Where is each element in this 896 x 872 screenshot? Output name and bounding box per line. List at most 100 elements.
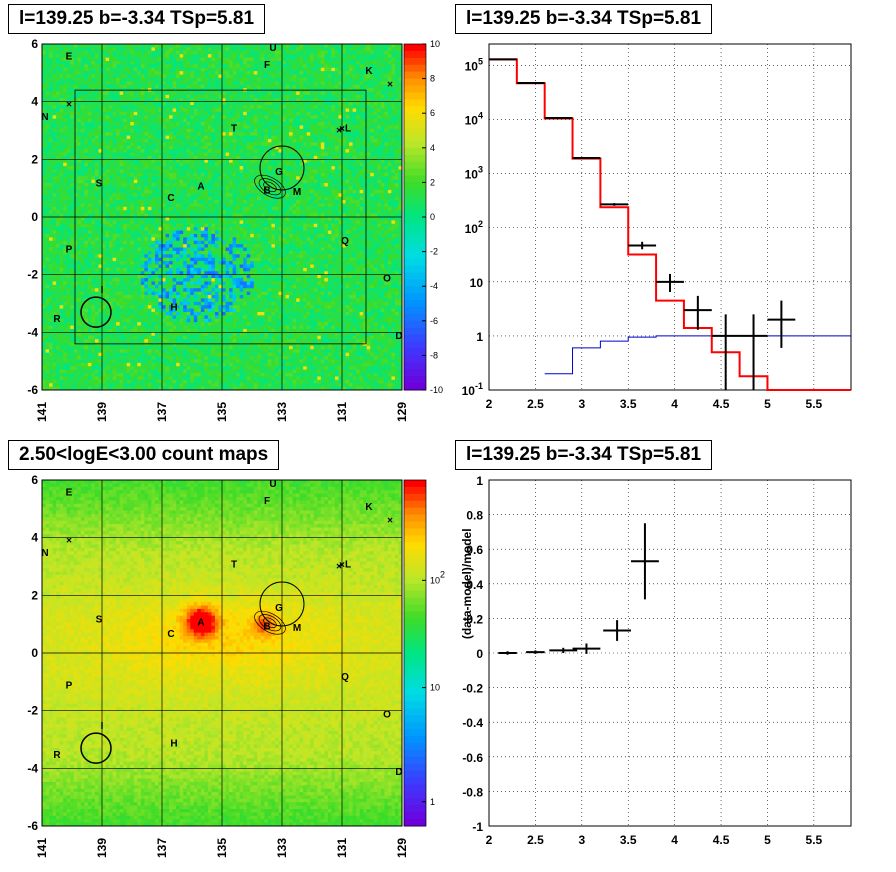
map-pixel: [49, 77, 53, 82]
map-pixel: [359, 57, 364, 62]
map-pixel: [289, 54, 293, 58]
map-pixel: [310, 203, 315, 208]
map-pixel: [391, 135, 396, 140]
map-pixel: [116, 98, 121, 103]
map-pixel: [377, 166, 382, 170]
map-pixel: [87, 98, 92, 103]
map-pixel: [222, 108, 226, 113]
map-pixel: [264, 94, 269, 99]
map-pixel: [193, 138, 198, 143]
map-pixel: [116, 128, 121, 133]
map-pixel: [331, 193, 336, 198]
map-pixel: [282, 152, 286, 157]
map-pixel: [257, 111, 262, 116]
map-pixel: [289, 115, 293, 120]
map-pixel: [324, 54, 329, 58]
map-pixel: [384, 50, 389, 55]
map-pixel: [274, 50, 279, 55]
map-pixel: [147, 176, 152, 181]
map-pixel: [179, 125, 184, 130]
map-pixel: [267, 169, 272, 174]
map-pixel: [331, 142, 336, 147]
map-pixel: [84, 125, 89, 130]
map-pixel: [176, 111, 181, 116]
map-pixel: [356, 172, 361, 177]
map-pixel: [109, 122, 113, 126]
map-pixel: [87, 44, 92, 48]
map-pixel: [102, 135, 106, 140]
map-pixel: [398, 47, 403, 52]
map-pixel: [45, 206, 50, 211]
map-pixel: [109, 91, 113, 96]
map-pixel: [119, 111, 124, 116]
map-pixel: [52, 149, 57, 153]
map-pixel: [320, 77, 325, 82]
map-pixel: [144, 179, 149, 184]
map-pixel: [260, 111, 265, 116]
map-pixel: [239, 105, 244, 109]
map-pixel: [387, 162, 392, 167]
map-pixel: [151, 186, 156, 191]
map-pixel: [144, 91, 149, 96]
map-pixel: [211, 135, 216, 140]
map-pixel: [387, 179, 392, 184]
map-pixel: [186, 196, 191, 201]
map-pixel: [218, 149, 223, 153]
map-pixel: [229, 101, 233, 106]
map-pixel: [243, 172, 248, 177]
map-pixel: [137, 176, 142, 181]
map-pixel: [119, 203, 124, 208]
map-pixel: [285, 169, 290, 174]
map-pixel: [289, 105, 293, 109]
map-pixel: [98, 67, 103, 72]
map-pixel: [94, 149, 99, 153]
map-pixel: [94, 196, 99, 201]
map-pixel: [52, 176, 57, 181]
map-pixel: [243, 166, 248, 170]
map-pixel: [299, 118, 304, 123]
map-pixel: [144, 50, 149, 55]
map-pixel: [73, 203, 78, 208]
map-pixel: [102, 189, 106, 194]
map-pixel: [176, 57, 181, 62]
map-pixel: [52, 206, 57, 211]
map-pixel: [253, 81, 258, 86]
map-pixel: [200, 176, 205, 181]
map-pixel: [126, 169, 131, 174]
map-pixel: [112, 189, 117, 194]
map-pixel: [169, 64, 173, 69]
map-pixel: [87, 108, 92, 113]
map-pixel: [232, 162, 237, 167]
map-pixel: [236, 57, 241, 62]
map-pixel: [123, 138, 128, 143]
map-pixel: [366, 138, 371, 143]
map-pixel: [257, 132, 262, 136]
map-pixel: [190, 145, 195, 150]
map-pixel: [158, 172, 163, 177]
map-pixel: [84, 200, 89, 204]
map-pixel: [306, 162, 311, 167]
map-pixel: [264, 84, 269, 89]
map-pixel: [394, 115, 399, 120]
map-pixel: [200, 145, 205, 150]
map-pixel: [186, 122, 191, 126]
map-pixel: [394, 203, 399, 208]
map-pixel: [105, 122, 110, 126]
map-pixel: [56, 91, 61, 96]
map-pixel: [391, 98, 396, 103]
map-pixel: [204, 77, 209, 82]
map-pixel: [73, 186, 78, 191]
map-pixel: [398, 91, 403, 96]
map-pixel: [225, 77, 230, 82]
map-pixel: [331, 166, 336, 170]
map-pixel: [257, 54, 262, 58]
map-pixel: [264, 101, 269, 106]
map-pixel: [380, 94, 385, 99]
map-pixel: [63, 155, 68, 160]
map-pixel: [394, 166, 399, 170]
map-pixel: [296, 176, 301, 181]
map-pixel: [197, 166, 202, 170]
map-pixel: [179, 186, 184, 191]
map-pixel: [285, 71, 290, 75]
map-pixel: [324, 183, 329, 187]
